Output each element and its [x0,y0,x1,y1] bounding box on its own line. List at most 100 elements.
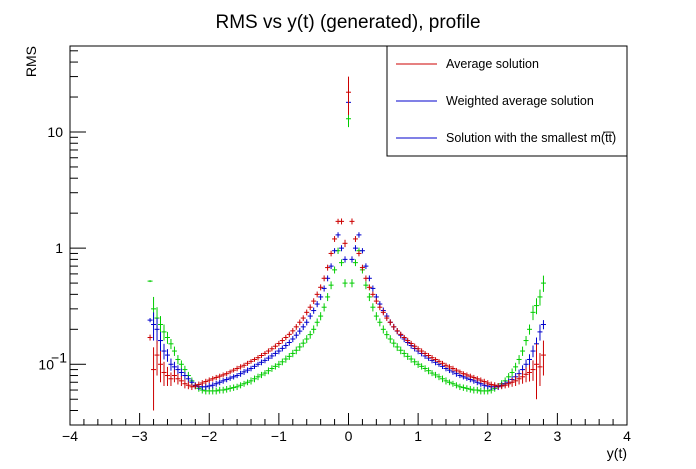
data-point [530,305,536,321]
data-point [349,279,355,288]
data-point [464,372,470,378]
data-point [457,369,463,375]
data-point [293,346,299,355]
data-point [387,335,393,344]
data-point [314,301,320,308]
data-point [443,377,449,385]
data-point [290,349,296,358]
data-point [339,245,345,252]
data-point [192,382,198,390]
data-point [168,372,174,387]
data-point [304,309,310,316]
data-point [478,377,484,383]
data-point [258,359,264,366]
data-point [161,361,167,387]
data-point [492,382,498,389]
data-point [373,312,379,321]
y-tick-label: 10 [47,124,63,140]
data-point [405,337,411,344]
data-point [297,319,303,326]
data-point [439,375,445,383]
data-point [185,375,191,383]
data-point [474,386,480,394]
data-point [220,372,226,378]
data-point [363,275,369,282]
data-point [370,285,376,292]
data-point [426,367,432,375]
data-point [231,384,237,391]
data-point [401,349,407,358]
data-point [224,376,230,383]
y-tick-label: 1 [55,240,63,256]
data-point [363,263,369,270]
data-point [311,325,317,334]
data-point [335,232,341,238]
data-point [227,375,233,381]
data-point [175,355,181,365]
data-point [182,379,188,389]
legend-label: Solution with the smallest m(t̅t̅) [446,131,616,145]
data-point [506,380,512,388]
data-point [415,360,421,368]
data-point [293,332,299,339]
data-point [178,376,184,387]
data-point [151,347,157,411]
data-point [321,303,327,312]
data-point [258,371,264,379]
data-point [339,218,345,225]
data-point [238,370,244,377]
data-point [450,365,456,372]
data-point [234,365,240,372]
data-point [286,339,292,346]
data-point [523,336,529,346]
data-point [499,382,505,390]
data-point [433,371,439,379]
data-point [398,331,404,338]
data-point [328,250,334,257]
data-point [213,380,219,387]
data-point [408,355,414,363]
data-point [151,312,157,341]
data-point [422,351,428,356]
x-tick-label: −4 [62,428,78,444]
data-point [276,360,282,368]
data-point [509,378,515,387]
legend-label: Weighted average solution [446,94,594,108]
data-point [387,319,393,326]
chart-title: RMS vs y(t) (generated), profile [215,12,480,33]
data-point [481,378,487,385]
data-point [384,330,390,339]
data-point [453,367,459,373]
data-point [279,345,285,352]
data-point [380,325,386,334]
data-point [318,312,324,321]
data-point [426,353,432,359]
data-point [321,285,327,292]
data-point [241,380,247,387]
data-point [533,298,539,315]
data-point [234,383,240,391]
data-point [210,382,216,389]
data-point [269,353,275,360]
data-point [245,360,251,366]
data-point [401,334,407,341]
data-point [356,232,362,238]
data-point [436,373,442,381]
data-point [269,365,275,372]
data-point [279,358,285,366]
data-point [258,353,264,359]
data-point [189,383,195,391]
x-tick-label: 1 [414,428,422,444]
data-point [349,256,355,263]
data-point [366,284,372,291]
data-point [419,348,425,354]
data-point [283,355,289,363]
series-layer [147,76,546,411]
data-point [377,304,383,311]
data-point [238,364,244,370]
data-point [178,360,184,369]
data-point [206,382,212,390]
data-point [537,289,543,306]
data-point [412,358,418,366]
